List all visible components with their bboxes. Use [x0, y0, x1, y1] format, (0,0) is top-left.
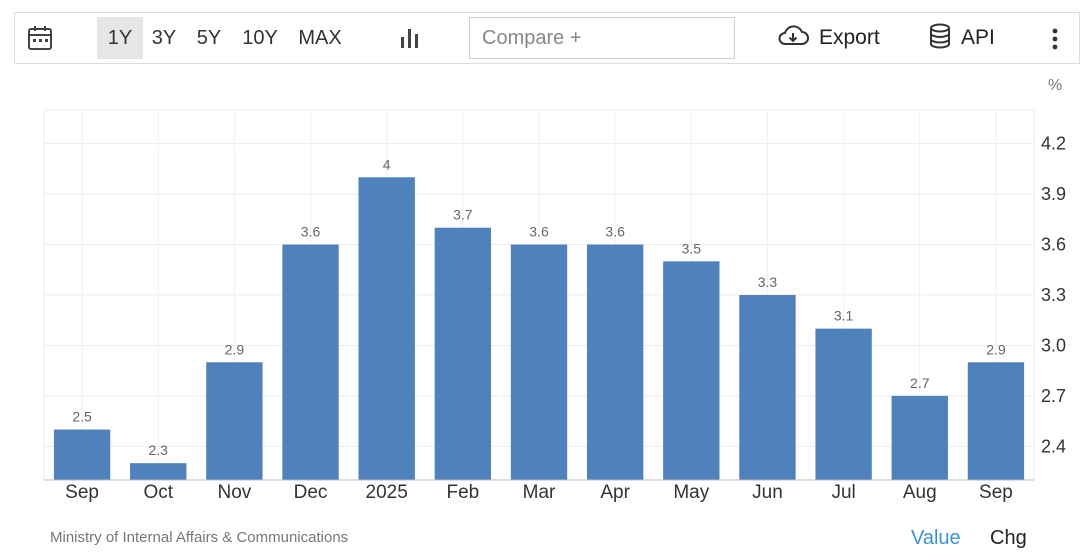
- unit-label: %: [1048, 77, 1063, 94]
- bar: [967, 362, 1025, 480]
- bar: [663, 261, 720, 480]
- x-tick-label: Jun: [752, 482, 783, 503]
- range-10y-button[interactable]: 10Y: [242, 26, 278, 49]
- bar: [53, 429, 111, 480]
- bar: [815, 328, 872, 480]
- x-tick-label: Mar: [523, 482, 556, 503]
- bar: [510, 244, 568, 480]
- x-tick-label: Sep: [979, 482, 1013, 503]
- bar: [282, 244, 339, 480]
- compare-input[interactable]: [469, 17, 735, 59]
- data-label: 3.5: [682, 240, 702, 256]
- data-label: 2.9: [225, 341, 245, 357]
- bar: [891, 395, 948, 480]
- y-tick-label: 3.9: [1041, 184, 1066, 204]
- y-tick-label: 3.0: [1041, 335, 1066, 355]
- data-label: 3.1: [834, 308, 854, 324]
- bar: [206, 362, 263, 480]
- data-label: 2.3: [148, 442, 168, 458]
- cloud-download-icon: [777, 24, 809, 53]
- api-label: API: [961, 26, 995, 49]
- data-label: 2.7: [910, 375, 930, 391]
- y-tick-label: 3.6: [1041, 235, 1066, 255]
- bar: [739, 295, 796, 480]
- range-max-button[interactable]: MAX: [298, 26, 342, 49]
- data-label: 3.6: [301, 224, 321, 240]
- bar-chart-icon[interactable]: [397, 25, 423, 51]
- x-tick-label: Jul: [831, 482, 855, 503]
- range-1y-button[interactable]: 1Y: [97, 17, 143, 59]
- x-tick-label: Aug: [903, 482, 937, 503]
- y-tick-label: 3.3: [1041, 285, 1066, 305]
- data-label: 4: [383, 156, 391, 172]
- data-label: 2.9: [986, 341, 1006, 357]
- data-label: 3.6: [529, 224, 549, 240]
- chart-toolbar: 1Y 3Y 5Y 10Y MAX Export: [14, 12, 1080, 64]
- x-tick-label: Dec: [294, 482, 328, 503]
- x-tick-label: Feb: [446, 482, 479, 503]
- export-label: Export: [819, 26, 880, 49]
- data-label: 3.3: [758, 274, 778, 290]
- data-label: 3.6: [605, 224, 625, 240]
- range-3y-button[interactable]: 3Y: [151, 26, 177, 49]
- bar: [358, 177, 415, 481]
- database-icon: [929, 23, 951, 54]
- x-tick-label: Sep: [65, 482, 99, 503]
- export-button[interactable]: Export: [777, 19, 880, 57]
- y-tick-label: 2.7: [1041, 386, 1066, 406]
- calendar-icon[interactable]: [27, 25, 53, 51]
- x-tick-label: Nov: [217, 482, 251, 503]
- x-tick-label: May: [673, 482, 709, 503]
- y-tick-label: 4.2: [1041, 134, 1066, 154]
- y-tick-label: 2.4: [1041, 436, 1066, 456]
- range-5y-button[interactable]: 5Y: [196, 26, 222, 49]
- data-label: 2.5: [72, 409, 92, 425]
- chg-tab[interactable]: Chg: [990, 527, 1027, 549]
- more-vertical-icon[interactable]: [1043, 23, 1067, 55]
- x-tick-label: 2025: [366, 482, 408, 503]
- bar: [586, 244, 644, 480]
- value-tab[interactable]: Value: [911, 527, 961, 549]
- bar: [130, 463, 187, 480]
- source-label: Ministry of Internal Affairs & Communica…: [50, 529, 349, 546]
- data-label: 3.7: [453, 207, 473, 223]
- bar: [434, 227, 492, 480]
- x-tick-label: Oct: [143, 482, 173, 503]
- api-button[interactable]: API: [929, 19, 995, 57]
- x-tick-label: Apr: [600, 482, 630, 503]
